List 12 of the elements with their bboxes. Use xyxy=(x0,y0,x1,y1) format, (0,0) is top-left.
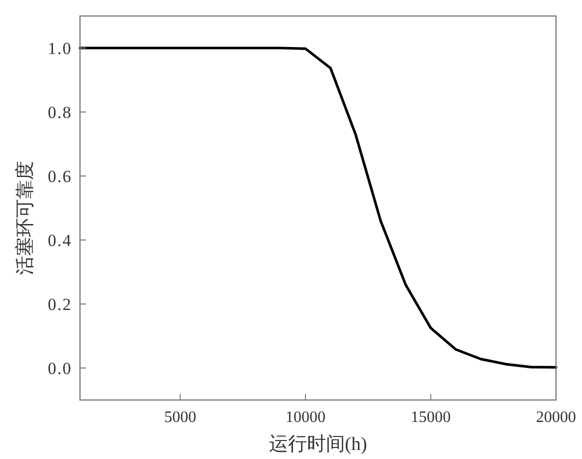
y-axis-title: 活塞环可靠度 xyxy=(14,161,36,275)
y-tick-label: 0.4 xyxy=(48,231,72,250)
y-tick-label: 0.2 xyxy=(48,295,72,314)
y-tick-label: 0.6 xyxy=(48,167,72,186)
x-tick-label: 15000 xyxy=(410,409,451,426)
x-axis-title: 运行时间(h) xyxy=(268,434,368,455)
x-tick-label: 20000 xyxy=(536,409,576,426)
y-tick-label: 1.0 xyxy=(48,39,72,58)
x-tick-label: 5000 xyxy=(164,409,196,426)
y-tick-label: 0.8 xyxy=(48,103,72,122)
y-tick-label: 0.0 xyxy=(48,359,72,378)
x-tick-label: 10000 xyxy=(285,409,326,426)
